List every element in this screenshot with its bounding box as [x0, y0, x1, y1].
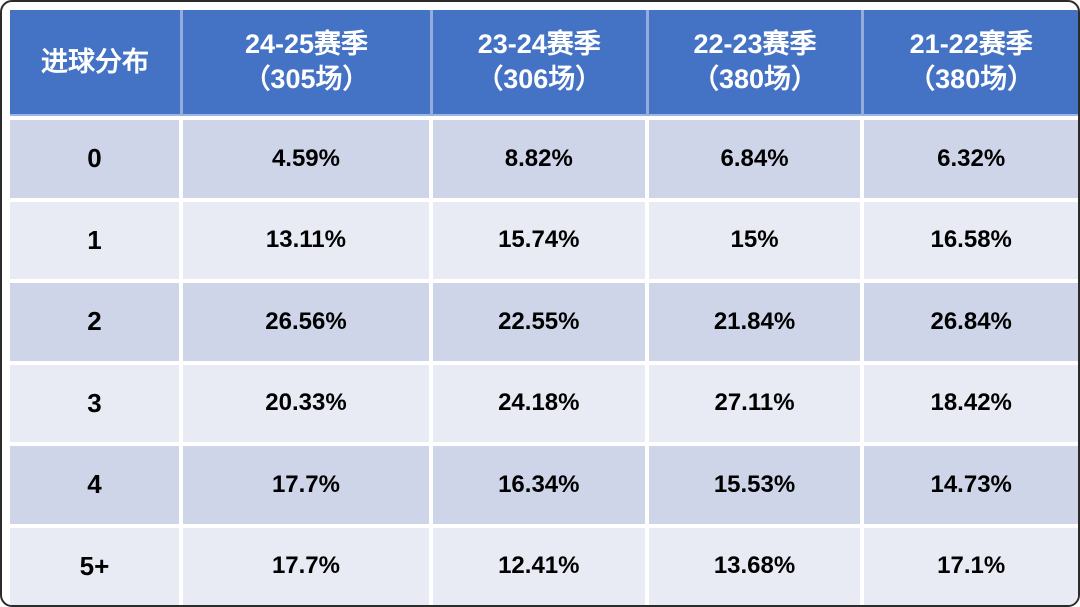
table-cell: 13.11%: [183, 197, 433, 279]
season-label: 23-24赛季: [477, 29, 601, 60]
table-cell: 22.55%: [432, 279, 649, 361]
row-label: 2: [10, 279, 184, 361]
table-row-goals-1: 1 13.11% 15.74% 15% 16.58%: [10, 197, 1078, 279]
table-cell: 15%: [648, 197, 865, 279]
table-cell: 4.59%: [183, 116, 433, 198]
season-matches: （306场）: [476, 64, 603, 94]
table-cell: 8.82%: [432, 116, 649, 198]
season-label: 24-25赛季: [244, 29, 368, 60]
row-label: 1: [10, 197, 184, 279]
table-body: 0 4.59% 8.82% 6.84% 6.32% 1 13.11% 15.74…: [10, 116, 1078, 605]
table-cell: 24.18%: [432, 360, 649, 442]
table-cell: 17.7%: [183, 442, 433, 524]
table-row-goals-2: 2 26.56% 22.55% 21.84% 26.84%: [10, 279, 1078, 361]
table-cell: 17.7%: [183, 523, 433, 605]
table-cell: 15.74%: [432, 197, 649, 279]
season-matches: （380场）: [691, 64, 819, 94]
season-matches: （380场）: [908, 64, 1035, 94]
table-cell: 6.32%: [864, 116, 1078, 198]
season-label: 22-23赛季: [693, 29, 817, 60]
row-label: 3: [10, 360, 184, 442]
table-row-goals-3: 3 20.33% 24.18% 27.11% 18.42%: [10, 360, 1078, 442]
table-cell: 17.1%: [864, 523, 1078, 605]
row-label: 5+: [10, 523, 184, 605]
header-cell-goal-distribution: 进球分布: [10, 10, 184, 116]
table-cell: 26.84%: [864, 279, 1078, 361]
header-cell-season-24-25: 24-25赛季 （305场）: [183, 10, 433, 116]
header-cell-season-21-22: 21-22赛季 （380场）: [864, 10, 1078, 116]
table-cell: 21.84%: [648, 279, 865, 361]
season-matches: （305场）: [243, 64, 370, 94]
table-cell: 20.33%: [183, 360, 433, 442]
table-cell: 16.58%: [864, 197, 1078, 279]
row-label: 4: [10, 442, 184, 524]
season-label: 21-22赛季: [909, 29, 1033, 60]
table-row-goals-5plus: 5+ 17.7% 12.41% 13.68% 17.1%: [10, 523, 1078, 605]
table-cell: 6.84%: [648, 116, 865, 198]
header-row: 进球分布 24-25赛季 （305场） 23-24赛季 （306场） 22-23…: [10, 10, 1078, 116]
table-row-goals-4: 4 17.7% 16.34% 15.53% 14.73%: [10, 442, 1078, 524]
table-cell: 27.11%: [648, 360, 865, 442]
goal-distribution-table: 进球分布 24-25赛季 （305场） 23-24赛季 （306场） 22-23…: [10, 10, 1078, 605]
table-row-goals-0: 0 4.59% 8.82% 6.84% 6.32%: [10, 116, 1078, 198]
header-cell-season-23-24: 23-24赛季 （306场）: [432, 10, 649, 116]
table-cell: 26.56%: [183, 279, 433, 361]
table-cell: 12.41%: [432, 523, 649, 605]
table-cell: 16.34%: [432, 442, 649, 524]
table-cell: 14.73%: [864, 442, 1078, 524]
table-cell: 15.53%: [648, 442, 865, 524]
table-cell: 13.68%: [648, 523, 865, 605]
table-cell: 18.42%: [864, 360, 1078, 442]
table-header: 进球分布 24-25赛季 （305场） 23-24赛季 （306场） 22-23…: [10, 10, 1078, 116]
header-cell-season-22-23: 22-23赛季 （380场）: [648, 10, 865, 116]
row-label: 0: [10, 116, 184, 198]
